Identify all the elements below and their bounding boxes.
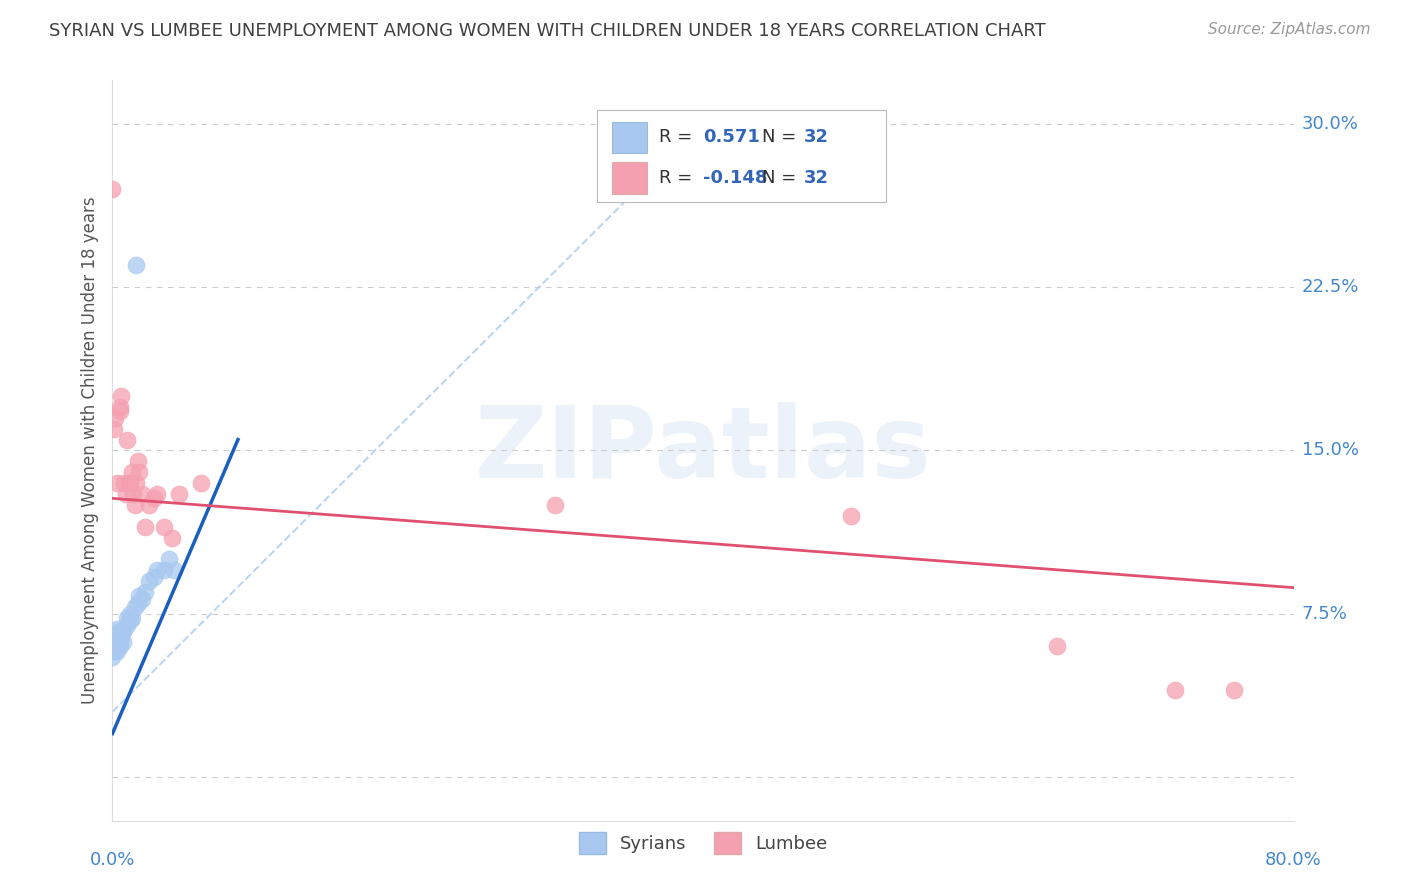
FancyBboxPatch shape <box>596 110 886 202</box>
Point <box>1223 683 1246 698</box>
Point <box>120 613 142 627</box>
Point <box>134 585 156 599</box>
Point <box>101 640 124 654</box>
Point <box>104 410 127 425</box>
Point <box>131 591 153 606</box>
Point <box>125 259 148 273</box>
Text: 0.0%: 0.0% <box>90 851 135 869</box>
Point <box>128 590 150 604</box>
Point <box>110 629 132 643</box>
Point <box>157 552 180 566</box>
Point <box>153 519 176 533</box>
Point <box>127 454 149 468</box>
Point <box>111 635 134 649</box>
Text: SYRIAN VS LUMBEE UNEMPLOYMENT AMONG WOMEN WITH CHILDREN UNDER 18 YEARS CORRELATI: SYRIAN VS LUMBEE UNEMPLOYMENT AMONG WOME… <box>49 22 1046 40</box>
Point <box>112 622 135 636</box>
Point <box>104 635 127 649</box>
Point <box>120 476 142 491</box>
Point <box>153 563 176 577</box>
Point <box>146 487 169 501</box>
Point <box>118 476 141 491</box>
Point <box>128 465 150 479</box>
Point <box>160 531 183 545</box>
Point <box>134 519 156 533</box>
Text: 0.571: 0.571 <box>703 128 759 146</box>
Point <box>163 563 186 577</box>
Point <box>1164 683 1187 698</box>
Point <box>120 607 142 621</box>
Point <box>104 644 127 658</box>
Point <box>110 389 132 403</box>
Point <box>142 570 165 584</box>
Point <box>121 611 143 625</box>
Point <box>138 498 160 512</box>
Point <box>190 476 212 491</box>
FancyBboxPatch shape <box>612 162 648 194</box>
Point <box>108 400 131 414</box>
Point <box>146 563 169 577</box>
Point <box>105 476 128 491</box>
Point <box>108 624 131 639</box>
Point <box>122 487 145 501</box>
Point <box>105 644 128 658</box>
Text: N =: N = <box>762 128 801 146</box>
Y-axis label: Unemployment Among Women with Children Under 18 years: Unemployment Among Women with Children U… <box>80 196 98 705</box>
Text: R =: R = <box>659 128 699 146</box>
Point <box>117 617 138 632</box>
Point <box>103 422 125 436</box>
Point <box>101 650 124 665</box>
Point <box>117 611 138 625</box>
Text: 7.5%: 7.5% <box>1302 605 1348 623</box>
Text: N =: N = <box>762 169 801 187</box>
Point <box>112 476 135 491</box>
FancyBboxPatch shape <box>612 121 648 153</box>
Text: 30.0%: 30.0% <box>1302 115 1358 133</box>
Point <box>167 487 190 501</box>
Point <box>127 596 149 610</box>
Point <box>125 476 148 491</box>
Point <box>124 600 146 615</box>
Text: 80.0%: 80.0% <box>1265 851 1322 869</box>
Point <box>142 491 165 506</box>
Point <box>138 574 160 588</box>
Text: Source: ZipAtlas.com: Source: ZipAtlas.com <box>1208 22 1371 37</box>
Point <box>101 182 124 196</box>
Point <box>101 629 124 643</box>
Point <box>111 624 134 639</box>
Point <box>108 640 131 654</box>
Point <box>117 433 138 447</box>
Point <box>121 465 143 479</box>
Point <box>105 622 128 636</box>
Point <box>108 404 131 418</box>
Text: 32: 32 <box>803 169 828 187</box>
Point <box>839 508 862 523</box>
Text: ZIPatlas: ZIPatlas <box>475 402 931 499</box>
Text: -0.148: -0.148 <box>703 169 768 187</box>
Text: 15.0%: 15.0% <box>1302 442 1358 459</box>
Point <box>105 632 128 647</box>
Point <box>1046 640 1069 654</box>
Point <box>131 487 153 501</box>
Point <box>124 498 146 512</box>
Point <box>114 487 136 501</box>
Text: R =: R = <box>659 169 699 187</box>
Point <box>544 498 567 512</box>
Text: 22.5%: 22.5% <box>1302 278 1360 296</box>
Text: 32: 32 <box>803 128 828 146</box>
Point <box>108 632 131 647</box>
Legend: Syrians, Lumbee: Syrians, Lumbee <box>569 823 837 863</box>
